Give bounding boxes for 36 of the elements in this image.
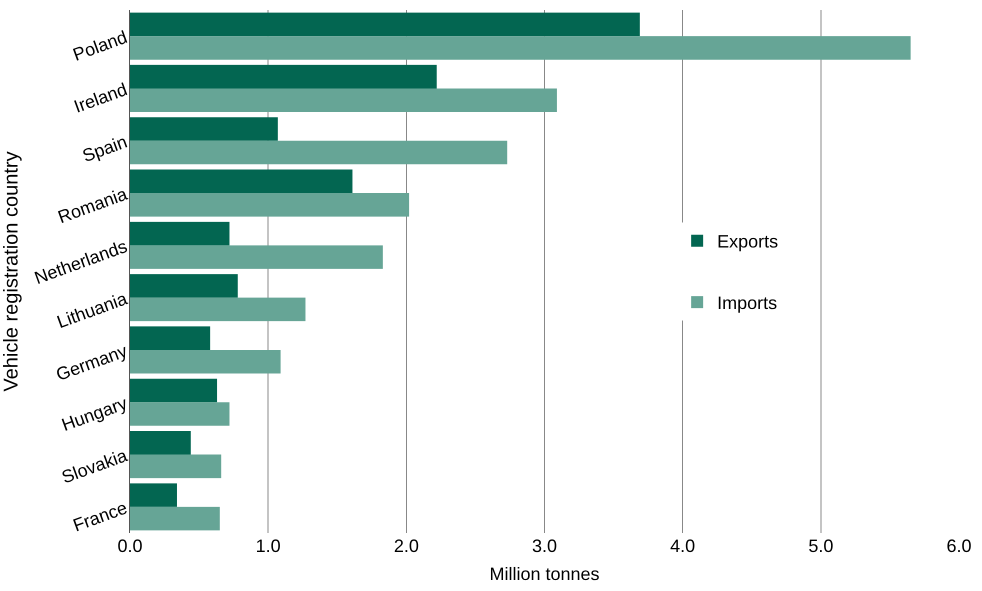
bar (130, 298, 306, 322)
x-tick-label: 1.0 (256, 536, 281, 556)
legend-label: Exports (717, 232, 778, 252)
bar (130, 88, 557, 112)
y-tick-label: Slovakia (59, 444, 131, 488)
y-tick-label: Spain (80, 131, 130, 166)
bar (130, 326, 210, 350)
bar (130, 350, 281, 374)
bar (130, 454, 222, 478)
bar (130, 402, 230, 426)
bar (130, 117, 278, 141)
y-axis-title: Vehicle registration country (0, 151, 22, 392)
bar (130, 222, 230, 246)
bar (130, 506, 220, 530)
bar (130, 64, 437, 88)
bar (130, 193, 410, 217)
x-tick-label: 2.0 (394, 536, 419, 556)
y-tick-label: France (70, 498, 130, 536)
bar (130, 245, 383, 269)
x-axis-title: Million tonnes (489, 564, 600, 584)
bar (130, 140, 508, 164)
y-tick-label: Poland (70, 26, 130, 65)
x-tick-label: 5.0 (808, 536, 834, 556)
x-tick-label: 6.0 (946, 536, 972, 556)
x-tick-label: 3.0 (532, 536, 558, 556)
bar (130, 431, 191, 455)
bar (130, 12, 640, 36)
bar (130, 483, 177, 507)
x-tick-label: 0.0 (117, 536, 143, 556)
bar (130, 36, 911, 60)
legend-label: Imports (717, 293, 778, 314)
x-tick-label: 4.0 (670, 536, 696, 556)
bar (130, 274, 238, 298)
y-tick-label: Ireland (71, 79, 130, 117)
bar (130, 378, 218, 402)
bar (130, 170, 352, 194)
